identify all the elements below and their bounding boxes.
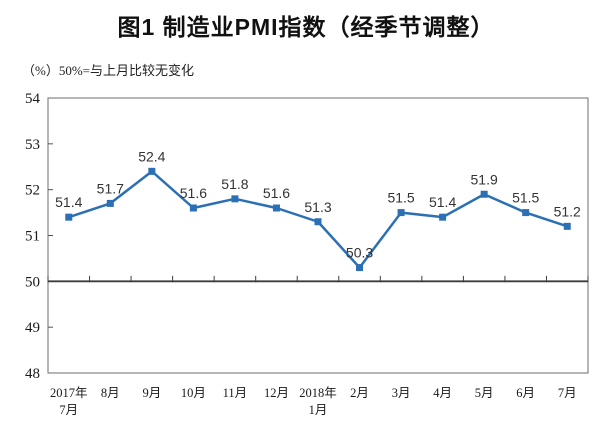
y-axis-label: 48	[25, 366, 40, 382]
data-point-value-label: 51.9	[471, 171, 498, 187]
y-axis-label: 49	[25, 320, 40, 336]
y-axis-label: 54	[25, 91, 41, 107]
data-point-value-label: 52.4	[138, 148, 165, 164]
chart-title: 图1 制造业PMI指数（经季节调整）	[117, 14, 495, 40]
x-axis-label: 4月	[433, 386, 452, 400]
data-point-value-label: 51.3	[304, 199, 331, 215]
data-point-marker	[65, 213, 73, 221]
x-axis-label: 2月	[350, 386, 369, 400]
data-point-marker	[314, 218, 322, 226]
data-point-marker	[189, 204, 197, 212]
data-point-marker	[439, 213, 447, 221]
plot-frame	[47, 97, 589, 374]
x-axis-label: 10月	[181, 386, 206, 400]
x-axis-label: 8月	[101, 386, 120, 400]
data-point-value-label: 51.8	[221, 176, 248, 192]
data-point-value-label: 51.6	[263, 185, 290, 201]
data-point-marker	[397, 209, 405, 217]
y-axis-label: 51	[25, 229, 40, 245]
data-point-marker	[522, 209, 530, 217]
data-point-value-label: 51.5	[512, 190, 539, 206]
axis-unit-note: （%）50%=与上月比较无变化	[22, 63, 194, 78]
data-point-marker	[272, 204, 280, 212]
data-point-value-label: 51.2	[554, 203, 581, 219]
y-axis-label: 52	[25, 183, 40, 199]
data-point-value-label: 50.3	[346, 245, 373, 261]
x-axis-label: 2018年 1月	[299, 386, 337, 417]
x-axis-label: 12月	[264, 386, 289, 400]
y-axis-label: 50	[25, 274, 40, 290]
data-point-value-label: 51.6	[180, 185, 207, 201]
x-axis-label: 9月	[142, 386, 161, 400]
x-axis-label: 11月	[223, 386, 248, 400]
data-point-marker	[231, 195, 239, 203]
data-point-marker	[106, 199, 114, 207]
x-axis-label: 6月	[516, 386, 535, 400]
y-axis-label: 53	[25, 137, 40, 153]
data-point-value-label: 51.4	[55, 194, 82, 210]
data-point-marker	[148, 167, 156, 175]
data-point-marker	[563, 222, 571, 230]
x-axis-label: 2017年 7月	[50, 386, 88, 417]
data-point-marker	[356, 264, 364, 272]
data-point-marker	[480, 190, 488, 198]
data-point-value-label: 51.7	[97, 180, 124, 196]
data-point-value-label: 51.5	[387, 190, 414, 206]
x-axis-label: 3月	[392, 386, 411, 400]
x-axis-label: 5月	[475, 386, 494, 400]
data-point-value-label: 51.4	[429, 194, 456, 210]
x-axis-label: 7月	[558, 386, 577, 400]
